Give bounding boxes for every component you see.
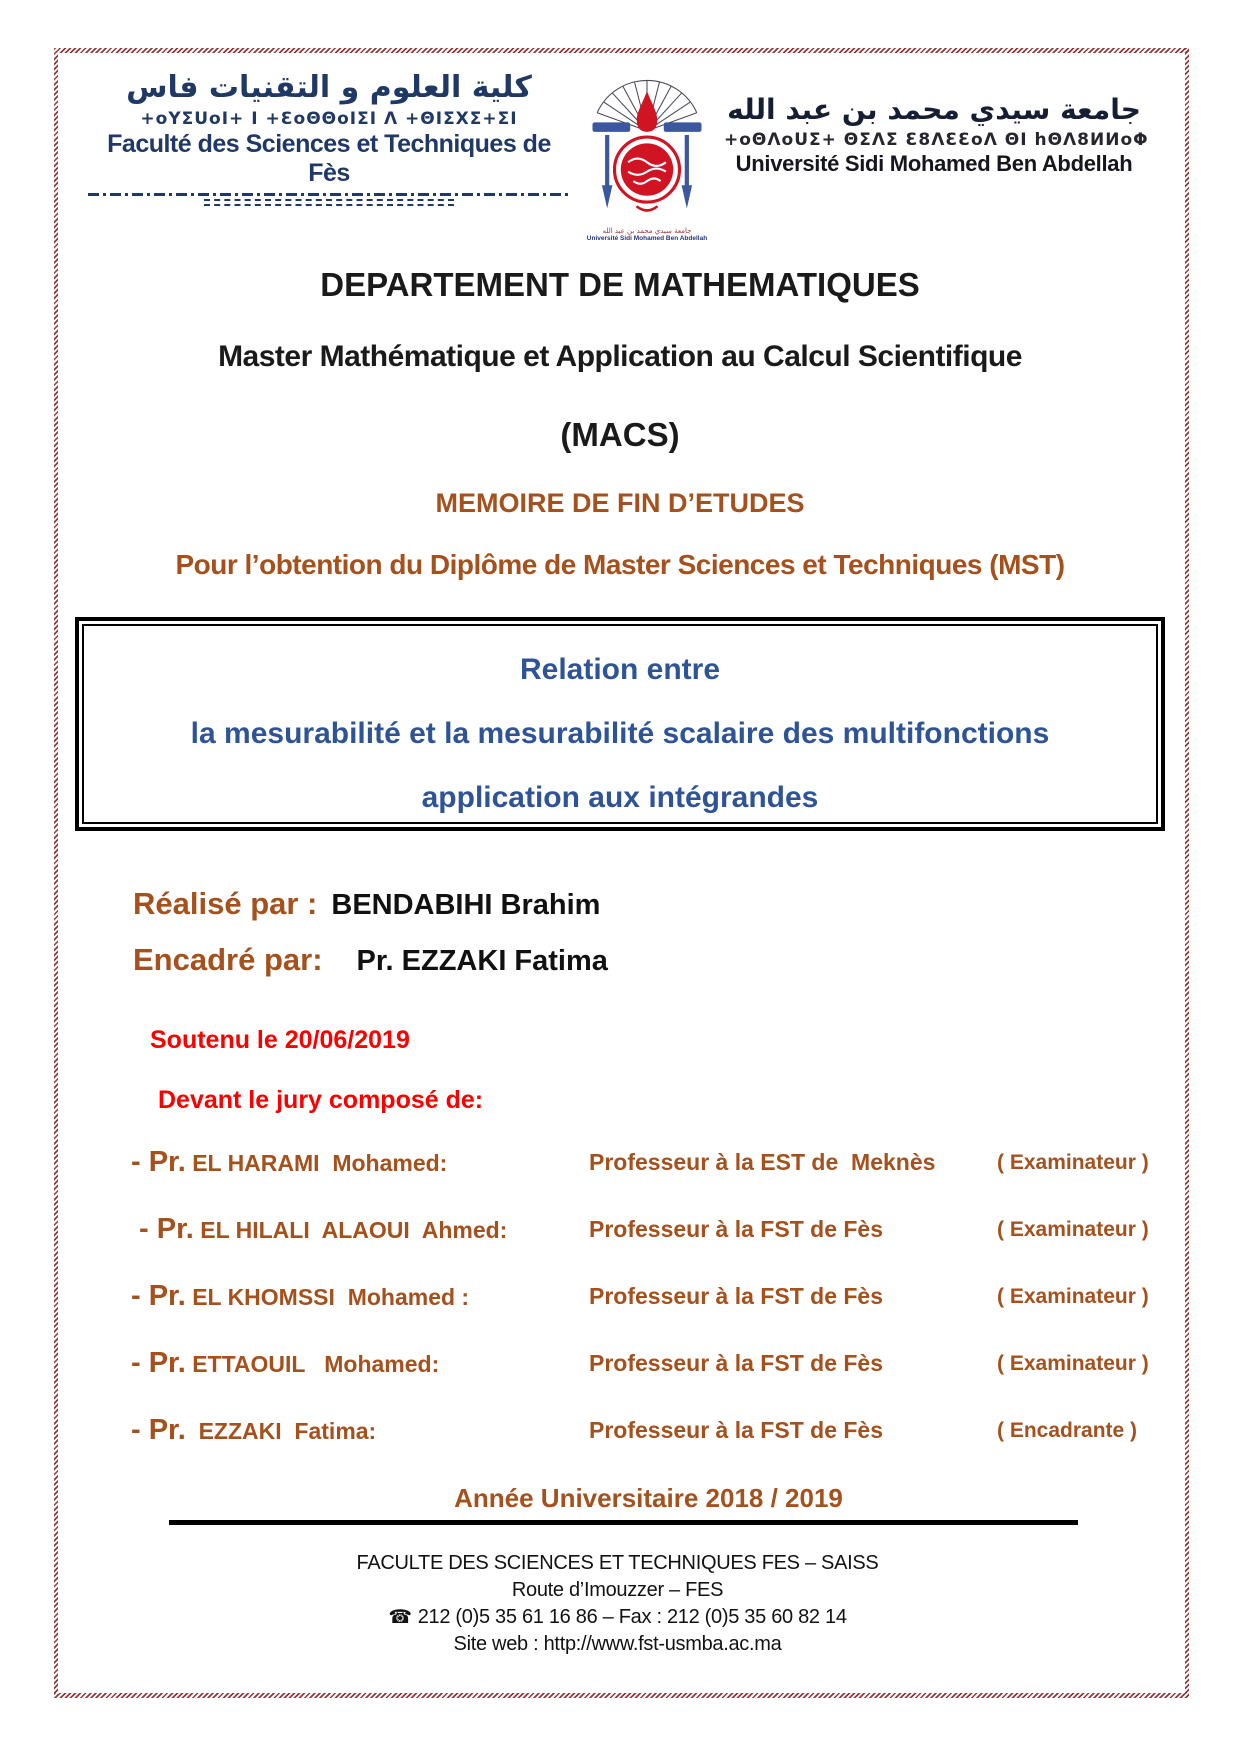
jury-member-name: ETTAOUIL Mohamed:: [185, 1351, 440, 1377]
jury-row: - Pr. EZZAKI Fatima: Professeur à la FST…: [131, 1414, 1161, 1481]
thesis-title-line-2: la mesurabilité et la mesurabilité scala…: [190, 717, 1050, 750]
usmba-emblem-icon: [592, 79, 702, 212]
jury-member-position: Professeur à la FST de Fès: [589, 1417, 884, 1443]
university-name-latin: Université Sidi Mohamed Ben Abdellah: [735, 151, 1133, 176]
jury-prefix: - Pr.: [131, 1280, 186, 1312]
memoire-heading: MEMOIRE DE FIN D’ETUDES: [435, 488, 805, 518]
master-acronym: (MACS): [560, 416, 680, 453]
footer-phone-text: 212 (0)5 35 61 16 86 – Fax : 212 (0)5 35…: [417, 1606, 847, 1628]
faculty-name-arabic: كلية العلوم و التقنيات فاس: [126, 70, 532, 105]
realise-par-label: Réalisé par :: [133, 886, 318, 921]
jury-row: - Pr. EL HILALI ALAOUI Ahmed: Professeur…: [131, 1213, 1161, 1280]
jury-member-role: ( Examinateur ): [997, 1218, 1149, 1241]
jury-member-name: EL HARAMI Mohamed:: [185, 1150, 448, 1176]
page-border: [54, 48, 1189, 1698]
jury-prefix: - Pr.: [131, 1347, 186, 1379]
footer-address-line: Route d’Imouzzer – FES: [511, 1579, 724, 1601]
faculty-name-latin: Faculté des Sciences et Techniques de Fè…: [107, 130, 551, 187]
jury-member-position: Professeur à la FST de Fès: [589, 1283, 884, 1309]
jury-member-role: ( Examinateur ): [997, 1285, 1149, 1308]
logo-caption-arabic: جامعة سيدي محمد بن عبد الله: [602, 227, 692, 235]
university-name-arabic: جامعة سيدي محمد بن عبد الله: [727, 93, 1141, 126]
header: كلية العلوم و التقنيات فاس +oYΣUoI+ I +Ɛ…: [88, 70, 1154, 243]
jury-row: - Pr. EL KHOMSSI Mohamed : Professeur à …: [131, 1280, 1161, 1347]
master-title: Master Mathématique et Application au Ca…: [218, 340, 1022, 373]
defense-date: Soutenu le 20/06/2019: [150, 1026, 410, 1054]
thesis-title-line-1: Relation entre: [519, 653, 721, 686]
page-border-right: [1185, 48, 1189, 1698]
jury-member-name: EZZAKI Fatima:: [185, 1418, 377, 1444]
jury-member-position: Professeur à la FST de Fès: [589, 1216, 884, 1242]
dash-dot-divider: [88, 193, 570, 196]
faculty-name-tifinagh: +oYΣUoI+ I +ƐoΘΘoIΣI Λ +ΘIΣXΣ+ΣI: [140, 109, 518, 129]
phone-icon: ☎: [388, 1606, 412, 1628]
diplome-subheading: Pour l’obtention du Diplôme de Master Sc…: [175, 549, 1065, 580]
jury-prefix: - Pr.: [131, 1146, 186, 1178]
encadre-par-line: Encadré par: Pr. EZZAKI Fatima: [133, 942, 608, 978]
jury-member-name: EL HILALI ALAOUI Ahmed:: [193, 1217, 508, 1243]
footer-faculty-line: FACULTE DES SCIENCES ET TECHNIQUES FES –…: [356, 1552, 879, 1574]
jury-member-role: ( Encadrante ): [997, 1419, 1138, 1442]
jury-prefix: - Pr.: [131, 1414, 186, 1446]
university-logo: جامعة سيدي محمد بن عبد الله Université S…: [584, 70, 710, 243]
page-border-bottom: [54, 1693, 1189, 1698]
jury-member-position: Professeur à la EST de Meknès: [589, 1149, 936, 1175]
jury-row: - Pr. ETTAOUIL Mohamed: Professeur à la …: [131, 1347, 1161, 1414]
jury-member-role: ( Examinateur ): [997, 1352, 1149, 1375]
footer-website-line: Site web : http://www.fst-usmba.ac.ma: [453, 1633, 782, 1655]
realise-par-line: Réalisé par : BENDABIHI Brahim: [133, 886, 600, 922]
jury-heading: Devant le jury composé de:: [158, 1086, 484, 1114]
thesis-title-box: Relation entre la mesurabilité et la mes…: [75, 617, 1165, 831]
logo-caption-latin: Université Sidi Mohamed Ben Abdellah: [586, 235, 708, 242]
encadre-par-label: Encadré par:: [133, 942, 323, 977]
jury-member-role: ( Examinateur ): [997, 1151, 1149, 1174]
jury-member-name: EL KHOMSSI Mohamed :: [185, 1284, 470, 1310]
academic-year: Année Universitaire 2018 / 2019: [454, 1483, 843, 1513]
jury-row: - Pr. EL HARAMI Mohamed: Professeur à la…: [131, 1146, 1161, 1213]
footer-divider-rule: [169, 1520, 1078, 1525]
jury-list: - Pr. EL HARAMI Mohamed: Professeur à la…: [131, 1146, 1161, 1481]
footer: FACULTE DES SCIENCES ET TECHNIQUES FES –…: [80, 1550, 1155, 1658]
page-border-top: [54, 48, 1189, 53]
thesis-title-line-3: application aux intégrandes: [421, 781, 819, 814]
page-border-left: [54, 48, 58, 1698]
supervisor-name: Pr. EZZAKI Fatima: [356, 945, 608, 977]
department-title: DEPARTEMENT DE MATHEMATIQUES: [320, 266, 920, 303]
faculty-block: كلية العلوم و التقنيات فاس +oYΣUoI+ I +Ɛ…: [88, 70, 570, 206]
author-name: BENDABIHI Brahim: [331, 889, 601, 921]
dash-dot-divider-short: [203, 199, 455, 206]
thesis-title-box-inner: Relation entre la mesurabilité et la mes…: [82, 624, 1158, 824]
jury-prefix: - Pr.: [131, 1213, 194, 1245]
university-name-tifinagh: +oΘΛoUΣ+ ΘΣΛΣ Ɛ8ΛƐƐoΛ ΘI hΘΛ8ИИoΦ: [724, 130, 1149, 150]
footer-phone-line: ☎ 212 (0)5 35 61 16 86 – Fax : 212 (0)5 3…: [80, 1604, 1155, 1631]
university-block: جامعة سيدي محمد بن عبد الله +oΘΛoUΣ+ ΘΣΛ…: [724, 92, 1149, 177]
jury-member-position: Professeur à la FST de Fès: [589, 1350, 884, 1376]
